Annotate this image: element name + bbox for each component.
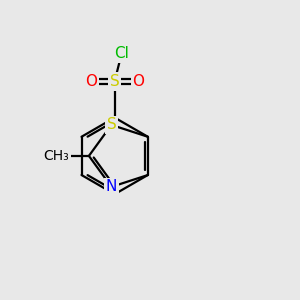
Text: Cl: Cl: [114, 46, 129, 61]
Text: S: S: [106, 117, 116, 132]
Text: N: N: [106, 179, 117, 194]
Text: S: S: [110, 74, 119, 89]
Text: CH₃: CH₃: [44, 149, 69, 163]
Text: O: O: [132, 74, 144, 89]
Text: O: O: [85, 74, 97, 89]
